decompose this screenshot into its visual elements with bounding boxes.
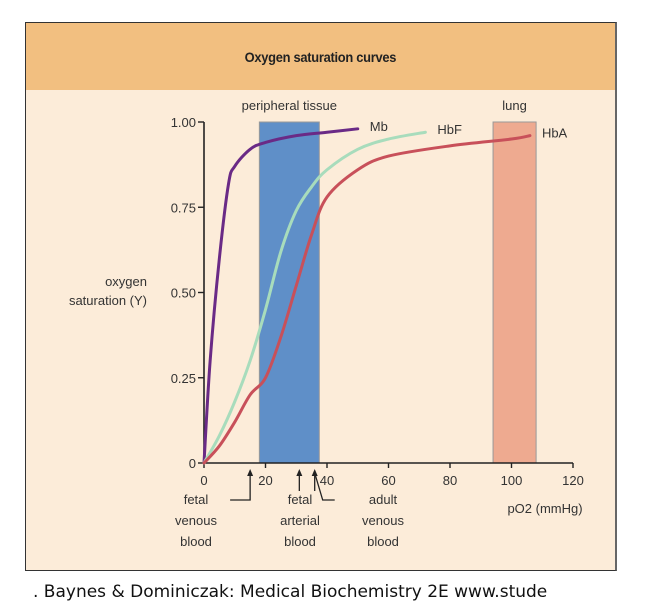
- x-tick-label: 100: [501, 473, 523, 488]
- x-axis-label: pO2 (mmHg): [507, 501, 582, 516]
- x-tick-label: 80: [443, 473, 457, 488]
- annotation-label: fetal: [184, 492, 209, 507]
- curve-hba: [202, 134, 532, 465]
- x-tick-label: 0: [200, 473, 207, 488]
- curve-hbf: [202, 130, 427, 465]
- annotation-label: venous: [362, 513, 404, 528]
- series-label-hbf: HbF: [437, 122, 462, 137]
- chart-title: Oxygen saturation curves: [244, 48, 397, 65]
- x-tick-label: 20: [258, 473, 272, 488]
- annotation-label: blood: [284, 534, 316, 549]
- x-tick-label: 40: [320, 473, 334, 488]
- arrowhead-icon: [247, 469, 254, 476]
- title-bar: Oxygen saturation curves: [26, 23, 615, 90]
- source-caption: . Baynes & Dominiczak: Medical Biochemis…: [33, 582, 548, 602]
- annotation-label: blood: [367, 534, 399, 549]
- region-band: [492, 121, 537, 464]
- curve-mb: [202, 127, 360, 465]
- annotation-label: blood: [180, 534, 212, 549]
- region-label: peripheral tissue: [242, 98, 337, 113]
- series-label-mb: Mb: [370, 119, 388, 134]
- region-label: lung: [502, 98, 527, 113]
- series-label-hba: HbA: [542, 126, 568, 141]
- y-tick-label: 1.00: [171, 115, 196, 130]
- arrowhead-icon: [296, 469, 303, 476]
- annotation-label: arterial: [280, 513, 320, 528]
- y-axis-label: oxygen: [105, 274, 147, 289]
- y-tick-label: 0.50: [171, 286, 196, 301]
- arrowhead-icon: [311, 469, 318, 476]
- annotation-label: venous: [175, 513, 217, 528]
- annotation-leader: [230, 491, 251, 501]
- y-tick-label: 0.75: [171, 200, 196, 215]
- annotation-label: adult: [369, 492, 398, 507]
- y-axis-label: saturation (Y): [69, 293, 147, 308]
- region-band: [258, 121, 320, 464]
- y-tick-label: 0.25: [171, 371, 196, 386]
- x-tick-label: 120: [562, 473, 584, 488]
- annotation-leader: [314, 472, 335, 501]
- y-tick-label: 0: [189, 456, 196, 471]
- x-tick-label: 60: [381, 473, 395, 488]
- annotation-label: fetal: [288, 492, 313, 507]
